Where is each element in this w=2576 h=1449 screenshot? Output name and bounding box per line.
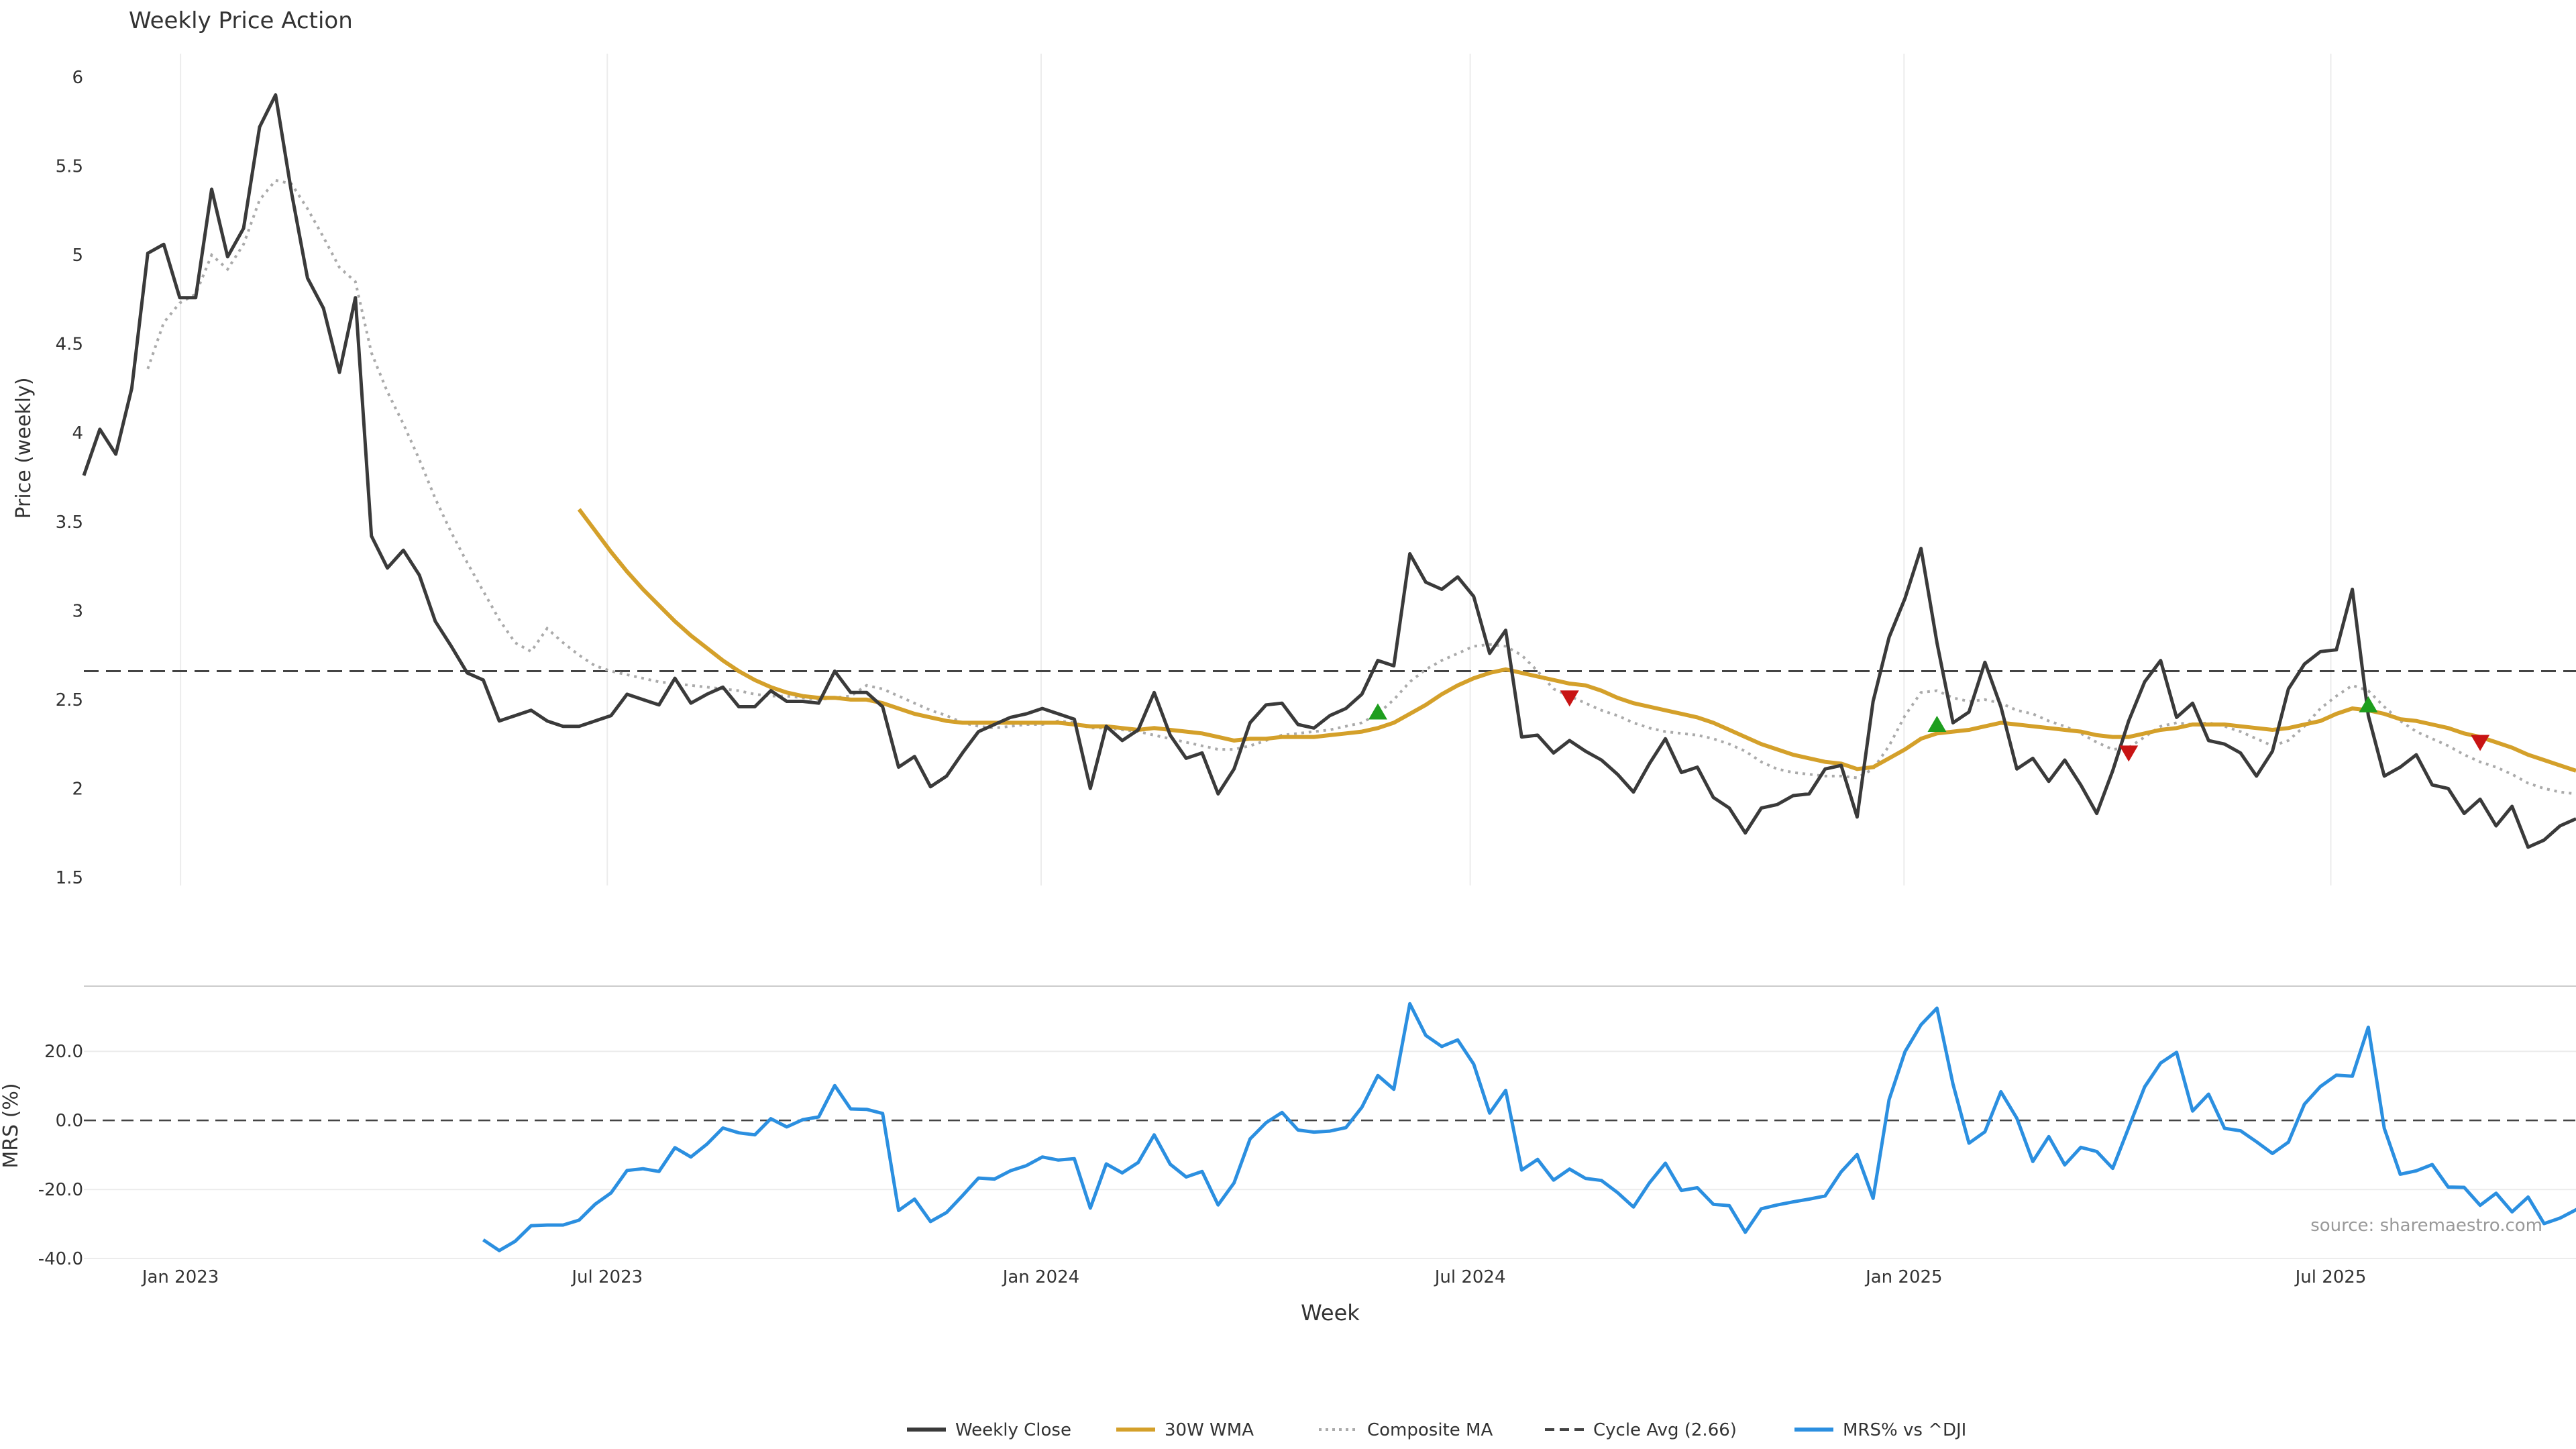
x-tick-label: Jul 2024 xyxy=(1434,1267,1506,1287)
legend-label: Weekly Close xyxy=(955,1420,1071,1440)
mrs-y-tick-label: 20.0 xyxy=(44,1042,83,1062)
price-y-axis-ticks: 1.5 2 2.5 3 3.5 4 4.5 5 5.5 6 xyxy=(56,68,83,888)
mrs-y-axis-label: MRS (%) xyxy=(0,1083,23,1168)
x-tick-label: Jul 2025 xyxy=(2294,1267,2367,1287)
legend-label: MRS% vs ^DJI xyxy=(1843,1420,1966,1440)
mrs-y-tick-label: 0.0 xyxy=(56,1111,83,1131)
mrs-y-axis-ticks: 20.0 0.0 -20.0 -40.0 xyxy=(38,1042,83,1269)
x-tick-label: Jan 2024 xyxy=(1002,1267,1080,1287)
wma-30w-line xyxy=(577,508,2576,773)
chart-title: Weekly Price Action xyxy=(129,7,353,34)
price-y-tick-label: 6 xyxy=(72,68,83,88)
price-y-tick-label: 5.5 xyxy=(56,157,83,177)
x-tick-label: Jan 2023 xyxy=(141,1267,219,1287)
legend-label: Cycle Avg (2.66) xyxy=(1593,1420,1737,1440)
price-y-tick-label: 4.5 xyxy=(56,335,83,355)
price-panel: 1.5 2 2.5 3 3.5 4 4.5 5 5.5 6 Price (weekly) xyxy=(12,54,2576,888)
x-axis-label: Week xyxy=(1301,1300,1360,1326)
mrs-y-tick-label: -20.0 xyxy=(38,1180,83,1200)
price-y-tick-label: 2.5 xyxy=(56,690,83,710)
price-y-axis-label: Price (weekly) xyxy=(12,377,36,519)
legend-label: 30W WMA xyxy=(1165,1420,1254,1440)
signal-up-marker xyxy=(2359,696,2378,712)
mrs-y-tick-label: -40.0 xyxy=(38,1249,83,1269)
x-tick-label: Jul 2023 xyxy=(570,1267,643,1287)
mrs-line xyxy=(482,1002,2576,1252)
price-vertical-gridlines xyxy=(180,54,2332,885)
price-y-tick-label: 2 xyxy=(72,779,83,799)
legend-label: Composite MA xyxy=(1367,1420,1493,1440)
price-y-tick-label: 3 xyxy=(72,601,83,621)
price-y-tick-label: 1.5 xyxy=(56,868,83,888)
mrs-horizontal-gridlines xyxy=(84,1051,2576,1259)
price-y-tick-label: 5 xyxy=(72,246,83,266)
signal-up-marker xyxy=(1927,716,1947,733)
source-label: source: sharemaestro.com xyxy=(2310,1216,2542,1236)
signal-down-marker xyxy=(2471,735,2490,751)
signal-down-marker xyxy=(1560,690,1579,707)
signal-down-marker xyxy=(2119,745,2139,762)
signal-up-marker xyxy=(1368,703,1387,720)
x-tick-label: Jan 2025 xyxy=(1864,1267,1943,1287)
weekly-close-line xyxy=(82,93,2576,849)
composite-ma-line xyxy=(146,178,2576,796)
signal-markers xyxy=(1368,690,2490,762)
price-y-tick-label: 4 xyxy=(72,423,83,443)
legend: Weekly Close 30W WMA Composite MA Cycle Avg… xyxy=(907,1420,1966,1440)
x-axis-ticks: Jan 2023 Jul 2023 Jan 2024 Jul 2024 Jan 2025… xyxy=(141,1267,2367,1287)
mrs-panel: 20.0 0.0 -20.0 -40.0 MRS (%) source: sharem… xyxy=(0,1002,2576,1269)
price-y-tick-label: 3.5 xyxy=(56,513,83,533)
